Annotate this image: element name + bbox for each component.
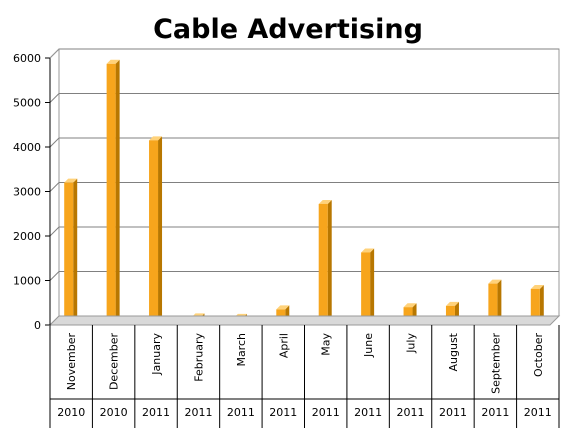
x-group-label: 2011 — [524, 406, 552, 419]
gridline-depth — [49, 93, 60, 103]
bar-side — [73, 178, 78, 325]
x-tick-label: November — [65, 333, 78, 391]
bar-june — [361, 248, 375, 325]
bar-october — [530, 284, 544, 325]
x-tick-label: May — [320, 333, 333, 356]
bar-top — [488, 279, 502, 284]
y-axis-depth — [49, 48, 60, 59]
x-tick-label: October — [532, 333, 545, 377]
x-tick-label: January — [150, 333, 163, 376]
bar-november — [64, 178, 78, 325]
bar-front — [445, 305, 455, 325]
bar-side — [370, 248, 375, 325]
x-tick-label: April — [277, 333, 290, 358]
x-group-label: 2011 — [269, 406, 297, 419]
bar-top — [318, 199, 332, 204]
bar-front — [149, 140, 159, 325]
bar-january — [149, 136, 163, 325]
bar-side — [539, 284, 544, 325]
chart-title: Cable Advertising — [153, 14, 423, 45]
y-tick-label: 4000 — [13, 141, 41, 154]
x-group-label: 2011 — [227, 406, 255, 419]
x-tick-label: July — [405, 333, 418, 354]
bar-front — [361, 252, 371, 325]
y-tick-label: 3000 — [13, 186, 41, 199]
x-tick-label: June — [362, 333, 375, 358]
bar-side — [158, 136, 163, 325]
bar-september — [488, 279, 502, 325]
bar-front — [64, 182, 74, 325]
gridline-depth — [49, 137, 60, 148]
bar-top — [530, 284, 544, 289]
x-group-label: 2010 — [57, 406, 85, 419]
y-tick-label: 2000 — [13, 230, 41, 243]
x-tick-label: September — [489, 333, 502, 394]
bar-top — [276, 305, 290, 310]
gridline-depth — [49, 226, 60, 237]
x-group-label: 2011 — [481, 406, 509, 419]
x-tick-label: February — [192, 333, 205, 382]
x-group-label: 2011 — [397, 406, 425, 419]
gridline-depth — [49, 182, 60, 192]
x-group-label: 2010 — [100, 406, 128, 419]
bar-top — [361, 248, 375, 253]
y-tick-label: 1000 — [13, 275, 41, 288]
x-group-label: 2011 — [439, 406, 467, 419]
y-tick-label: 0 — [34, 319, 41, 332]
x-group-label: 2011 — [184, 406, 212, 419]
bar-side — [115, 59, 120, 325]
bar-front — [488, 283, 498, 325]
bar-front — [530, 288, 540, 325]
bar-may — [318, 199, 332, 325]
bar-top — [403, 303, 417, 308]
bar-december — [106, 59, 120, 325]
y-tick-label: 5000 — [13, 97, 41, 110]
bar-top — [106, 59, 120, 64]
x-tick-label: March — [235, 333, 248, 367]
x-tick-label: December — [108, 333, 121, 391]
bar-front — [106, 63, 116, 325]
x-group-label: 2011 — [312, 406, 340, 419]
bar-side — [327, 199, 332, 325]
bar-top — [149, 136, 163, 141]
bar-side — [497, 279, 502, 325]
plot-floor — [48, 315, 561, 326]
bar-top — [445, 301, 459, 306]
x-group-label: 2011 — [142, 406, 170, 419]
bar-top — [64, 178, 78, 183]
bar-front — [318, 203, 328, 325]
x-tick-label: August — [447, 332, 460, 371]
y-tick-label: 6000 — [13, 52, 41, 65]
gridline-depth — [49, 271, 60, 281]
x-group-label: 2011 — [354, 406, 382, 419]
